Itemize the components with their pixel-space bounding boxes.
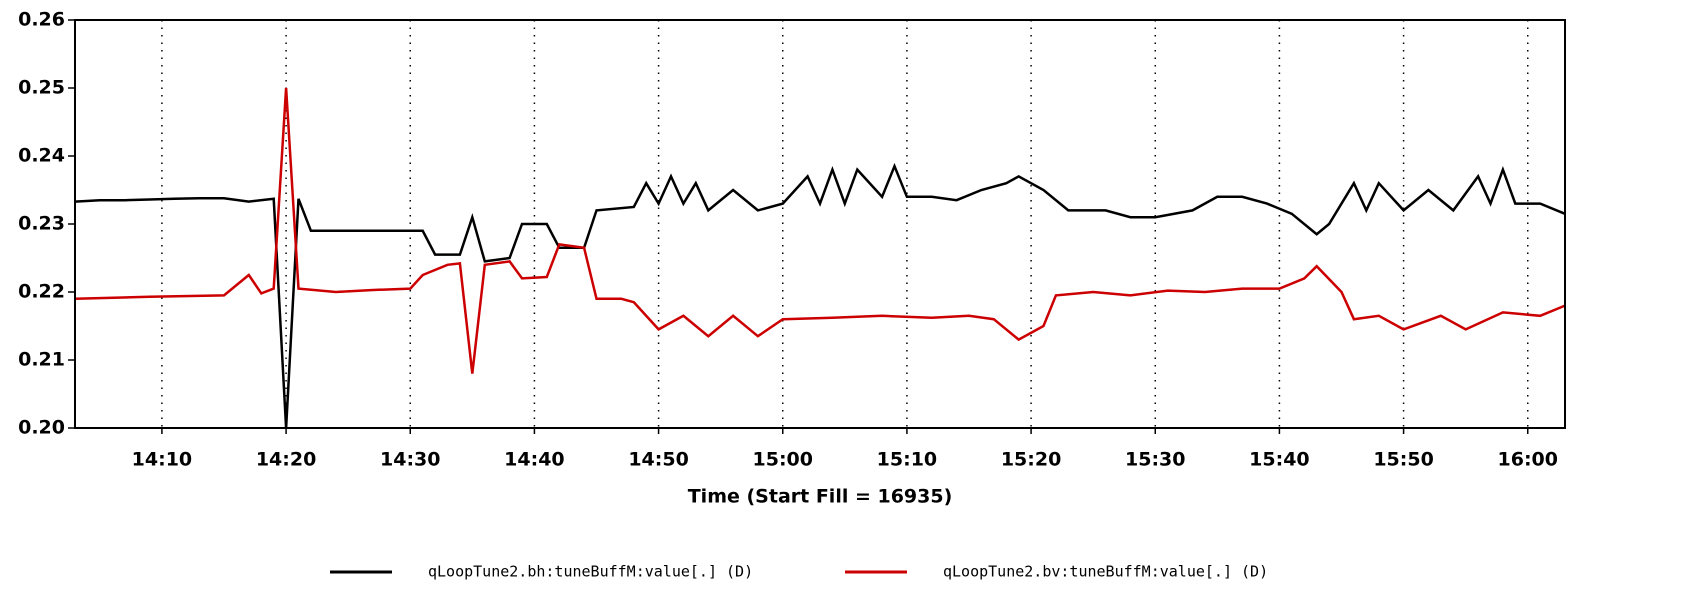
- x-axis-label: Time (Start Fill = 16935): [688, 486, 953, 508]
- plot-frame: [74, 19, 1566, 429]
- x-tick-label: 15:50: [1373, 449, 1433, 471]
- y-tick-label: 0.21: [18, 349, 65, 371]
- x-tick-label: 15:00: [753, 449, 813, 471]
- legend-label: qLoopTune2.bh:tuneBuffM:value[.] (D): [428, 563, 753, 581]
- y-tick-label: 0.23: [18, 213, 65, 235]
- series-line: [74, 87, 1566, 374]
- x-tick-label: 14:20: [256, 449, 316, 471]
- y-tick-label: 0.24: [18, 145, 65, 167]
- x-tick-label: 14:40: [504, 449, 564, 471]
- y-tick-label: 0.26: [18, 9, 65, 31]
- x-tick-label: 14:50: [628, 449, 688, 471]
- x-tick-label: 14:10: [132, 449, 192, 471]
- x-tick-label: 15:20: [1001, 449, 1061, 471]
- y-tick-label: 0.22: [18, 281, 65, 303]
- legend-label: qLoopTune2.bv:tuneBuffM:value[.] (D): [943, 563, 1268, 581]
- y-tick-label: 0.20: [18, 417, 65, 439]
- x-tick-label: 14:30: [380, 449, 440, 471]
- x-tick-label: 16:00: [1498, 449, 1558, 471]
- x-tick-label: 15:30: [1125, 449, 1185, 471]
- x-tick-label: 15:40: [1249, 449, 1309, 471]
- series-line: [74, 162, 1566, 429]
- x-tick-label: 15:10: [877, 449, 937, 471]
- y-tick-label: 0.25: [18, 77, 65, 99]
